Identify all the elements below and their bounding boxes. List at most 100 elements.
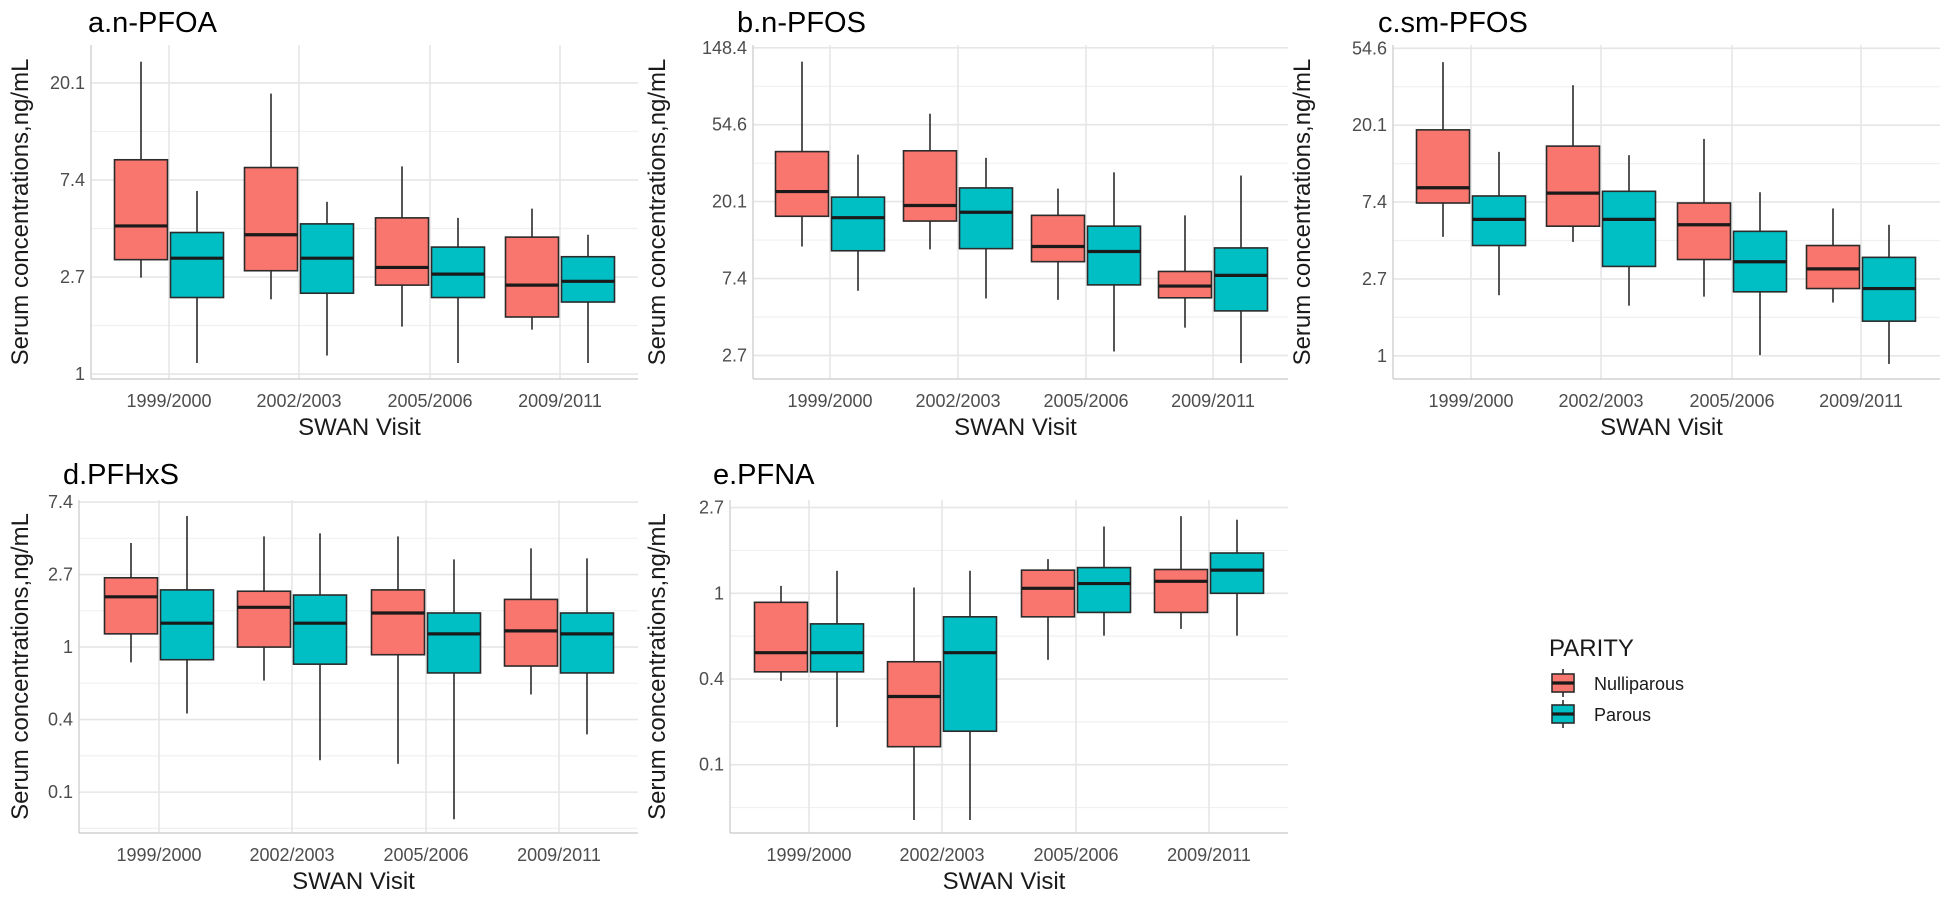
box-nulliparous-1999-2000 [1415,62,1471,237]
x-tick-label: 2002/2003 [256,391,341,411]
iqr-box [1209,552,1265,595]
x-tick-label: 2005/2006 [383,845,468,865]
iqr-box [1020,569,1076,618]
iqr-box [774,150,830,218]
y-axis-title: Serum concentrations,ng/mL [1289,59,1316,366]
box-nulliparous-2009-2011 [504,208,560,330]
y-tick-label: 0.4 [48,710,73,730]
box-parous-2002-2003 [942,570,998,820]
panels: 1 2.7 7.4 20.1 1999/2000 2002/2003 2005/2006 20… [7,7,1940,895]
x-tick-label: 1999/2000 [126,391,211,411]
iqr-box [902,149,958,222]
x-tick-label: 2009/2011 [1171,391,1255,411]
y-tick-label: 7.4 [48,492,73,512]
iqr-box [1153,568,1209,614]
iqr-box [113,158,169,261]
legend-label-parous: Parous [1594,705,1651,725]
legend: PARITY Nulliparous Parous [1549,635,1684,728]
x-tick-label: 2009/2011 [1167,845,1251,865]
panel-title: d.PFHxS [63,459,179,491]
legend-label-nulliparous: Nulliparous [1594,674,1684,694]
box-parous-2009-2011 [1209,519,1265,636]
iqr-box [809,623,865,673]
box-nulliparous-1999-2000 [103,543,159,663]
panel-e-pfna: 0.1 0.4 1 2.7 1999/2000 2002/2003 2005/2006 200… [644,459,1288,895]
box-parous-2002-2003 [292,533,348,761]
box-nulliparous-1999-2000 [113,61,169,278]
x-tick-label: 1999/2000 [1428,391,1513,411]
y-tick-label: 148.4 [702,38,747,58]
box-nulliparous-2002-2003 [902,113,958,250]
box-parous-2005-2006 [1086,172,1142,352]
iqr-box [942,616,998,733]
y-axis-title: Serum concentrations,ng/mL [644,513,671,820]
y-axis-title: Serum concentrations,ng/mL [644,59,671,366]
iqr-box [426,612,482,674]
iqr-box [103,576,159,635]
iqr-box [169,231,225,299]
x-axis-title: SWAN Visit [292,868,415,895]
box-nulliparous-2005-2006 [1020,559,1076,660]
box-parous-1999-2000 [169,190,225,364]
iqr-box [370,589,426,656]
y-tick-label: 2.7 [699,498,724,518]
box-parous-2009-2011 [559,558,615,735]
y-tick-label: 2.7 [722,345,747,365]
iqr-box [559,612,615,674]
box-parous-2009-2011 [1861,224,1917,364]
box-parous-2002-2003 [299,201,355,356]
x-tick-label: 2002/2003 [249,845,334,865]
x-tick-label: 1999/2000 [766,845,851,865]
y-tick-label: 1 [714,583,724,603]
box-nulliparous-2009-2011 [1805,208,1861,303]
iqr-box [1805,244,1861,290]
box-nulliparous-2002-2003 [236,536,292,681]
iqr-box [1676,202,1732,261]
iqr-box [1030,214,1086,263]
iqr-box [1076,566,1132,614]
iqr-box [236,590,292,648]
y-tick-label: 54.6 [712,115,747,135]
iqr-box [560,255,616,303]
box-parous-2009-2011 [1213,175,1269,364]
box-parous-2009-2011 [560,234,616,364]
panel-c-sm-pfos: 1 2.7 7.4 20.1 54.6 1999/2000 2002/2003 2005/20… [1289,7,1940,441]
x-tick-label: 2002/2003 [1558,391,1643,411]
iqr-box [1086,225,1142,286]
legend-entry-parous: Parous [1551,700,1651,728]
box-parous-2005-2006 [1732,192,1788,356]
iqr-box [243,166,299,272]
iqr-box [292,594,348,665]
y-tick-label: 0.1 [48,782,73,802]
iqr-box [753,601,809,673]
y-tick-label: 20.1 [712,192,747,212]
x-tick-label: 2005/2006 [1689,391,1774,411]
panel-a-n-pfoa: 1 2.7 7.4 20.1 1999/2000 2002/2003 2005/2006 20… [7,7,638,441]
box-nulliparous-2005-2006 [374,166,430,327]
box-parous-2005-2006 [426,559,482,820]
box-parous-1999-2000 [830,154,886,291]
iqr-box [1213,247,1269,312]
y-tick-label: 20.1 [1352,115,1387,135]
box-nulliparous-2005-2006 [1030,188,1086,300]
box-nulliparous-2002-2003 [886,587,942,820]
y-tick-label: 0.1 [699,755,724,775]
panel-title: c.sm-PFOS [1378,7,1528,39]
box-nulliparous-2009-2011 [1157,215,1213,328]
y-axis-title: Serum concentrations,ng/mL [7,513,34,820]
panel-title: e.PFNA [713,459,815,491]
y-tick-label: 7.4 [722,269,747,289]
y-tick-label: 54.6 [1352,38,1387,58]
box-nulliparous-2009-2011 [1153,516,1209,629]
box-parous-2005-2006 [1076,526,1132,636]
box-nulliparous-2002-2003 [1545,85,1601,242]
panel-title: b.n-PFOS [737,7,866,39]
box-nulliparous-1999-2000 [753,585,809,681]
x-tick-label: 2009/2011 [518,391,602,411]
iqr-box [1415,129,1471,204]
x-axis-title: SWAN Visit [298,414,421,441]
iqr-box [504,236,560,318]
y-tick-label: 7.4 [1362,192,1387,212]
y-tick-label: 0.4 [699,669,724,689]
